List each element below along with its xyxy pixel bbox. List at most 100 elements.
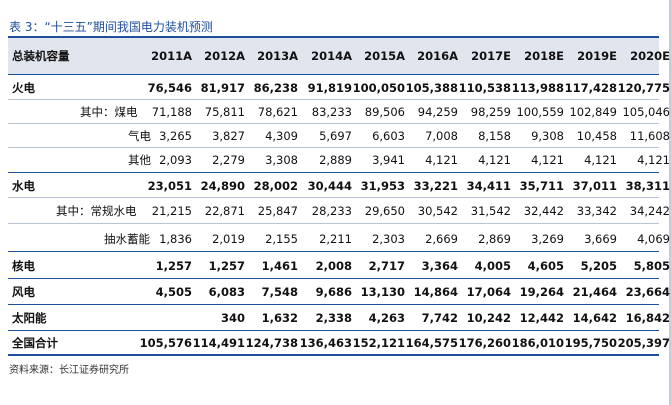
table-row: 火电 76,546 81,917 86,238 91,819 100,050 1… <box>8 76 670 99</box>
table-cell: 14,864 <box>413 284 458 299</box>
table-cell: 4,309 <box>265 128 298 143</box>
row-label: 抽水蓄能 <box>104 231 150 246</box>
row-divider <box>8 99 659 100</box>
row-label: 其他 <box>128 152 151 167</box>
table-cell: 186,010 <box>511 335 564 350</box>
table-cell: 76,546 <box>147 80 192 95</box>
table-cell: 1,461 <box>261 258 298 273</box>
table-cell: 2,889 <box>319 152 352 167</box>
table-cell: 7,548 <box>261 284 298 299</box>
table-title: 表 3：“十三五”期间我国电力装机预测 <box>9 20 213 34</box>
table-cell: 89,506 <box>364 104 405 119</box>
table-cell: 2,869 <box>478 231 511 246</box>
table-cell: 24,890 <box>200 178 245 193</box>
table-cell: 4,121 <box>637 152 670 167</box>
table-cell: 2,669 <box>425 231 458 246</box>
table-cell: 5,805 <box>633 258 670 273</box>
table-row: 气电 3,265 3,827 4,309 5,697 6,603 7,008 8… <box>8 124 670 147</box>
table-cell: 16,842 <box>625 310 670 325</box>
row-divider <box>8 123 659 124</box>
table-cell: 195,750 <box>564 335 617 350</box>
table-cell: 37,011 <box>572 178 617 193</box>
header-year-2020: 2020E <box>630 48 670 63</box>
table-cell: 13,130 <box>360 284 405 299</box>
header-year-2014: 2014A <box>311 48 352 63</box>
table-cell: 30,542 <box>417 203 458 218</box>
table-cell: 110,538 <box>458 80 511 95</box>
row-label: 其中：常规水电 <box>56 203 137 218</box>
table-cell: 4,505 <box>155 284 192 299</box>
table-cell: 33,342 <box>576 203 617 218</box>
header-year-2019: 2019E <box>577 48 617 63</box>
table-cell: 4,263 <box>368 310 405 325</box>
table-cell: 17,064 <box>466 284 511 299</box>
row-label: 水电 <box>12 178 35 193</box>
table-cell: 100,559 <box>516 104 564 119</box>
table-cell: 28,002 <box>253 178 298 193</box>
table-cell: 86,238 <box>253 80 298 95</box>
table-cell: 3,265 <box>159 128 192 143</box>
table-cell: 102,849 <box>569 104 617 119</box>
table-cell: 3,364 <box>421 258 458 273</box>
header-year-2015: 2015A <box>364 48 405 63</box>
table-cell: 71,188 <box>151 104 192 119</box>
table-row: 水电 23,051 24,890 28,002 30,444 31,953 33… <box>8 174 670 197</box>
table-cell: 34,242 <box>629 203 670 218</box>
table-header-row: 总装机容量 2011A 2012A 2013A 2014A 2015A 2016… <box>8 44 670 67</box>
table-cell: 4,121 <box>478 152 511 167</box>
table-cell: 4,605 <box>527 258 564 273</box>
source-note: 资料来源：长江证券研究所 <box>9 365 129 376</box>
table-cell: 12,442 <box>519 310 564 325</box>
row-label: 太阳能 <box>12 310 47 325</box>
header-year-2017: 2017E <box>471 48 511 63</box>
table-bottom-rule <box>8 354 659 356</box>
table-cell: 2,717 <box>368 258 405 273</box>
table-cell: 33,221 <box>413 178 458 193</box>
header-bottom-rule <box>8 74 659 75</box>
table-cell: 8,158 <box>478 128 511 143</box>
table-cell: 1,257 <box>208 258 245 273</box>
table-cell: 3,669 <box>584 231 617 246</box>
header-year-2012: 2012A <box>204 48 245 63</box>
table-header-band <box>8 38 659 74</box>
table-cell: 4,121 <box>425 152 458 167</box>
table-cell: 91,819 <box>307 80 352 95</box>
table-cell: 5,697 <box>319 128 352 143</box>
table-cell: 10,458 <box>576 128 617 143</box>
row-divider <box>8 223 659 224</box>
table-cell: 31,542 <box>470 203 511 218</box>
table-cell: 5,205 <box>580 258 617 273</box>
header-year-2011: 2011A <box>151 48 192 63</box>
header-year-2018: 2018E <box>524 48 564 63</box>
table-cell: 29,650 <box>364 203 405 218</box>
row-label: 其中：煤电 <box>80 104 138 119</box>
table-cell: 6,603 <box>372 128 405 143</box>
section-divider <box>8 251 659 252</box>
table-cell: 31,953 <box>360 178 405 193</box>
table-cell: 164,575 <box>405 335 458 350</box>
table-cell: 7,008 <box>425 128 458 143</box>
header-year-2013: 2013A <box>257 48 298 63</box>
table-cell: 98,259 <box>470 104 511 119</box>
row-label: 火电 <box>12 80 35 95</box>
table-cell: 105,388 <box>405 80 458 95</box>
table-cell: 100,050 <box>352 80 405 95</box>
table-cell: 2,338 <box>315 310 352 325</box>
section-divider <box>8 330 659 331</box>
row-label: 气电 <box>128 128 151 143</box>
table-cell: 22,871 <box>204 203 245 218</box>
header-label: 总装机容量 <box>12 48 70 63</box>
table-cell: 2,008 <box>315 258 352 273</box>
table-row: 太阳能 340 1,632 2,338 4,263 7,742 10,242 1… <box>8 306 670 329</box>
table-cell: 105,046 <box>622 104 670 119</box>
table-cell: 120,775 <box>617 80 670 95</box>
table-cell: 14,642 <box>572 310 617 325</box>
table-cell: 2,303 <box>372 231 405 246</box>
table-cell: 114,491 <box>192 335 245 350</box>
table-cell: 1,632 <box>261 310 298 325</box>
table-row: 抽水蓄能 1,836 2,019 2,155 2,211 2,303 2,669… <box>8 227 670 250</box>
table-cell: 19,264 <box>519 284 564 299</box>
table-cell: 35,711 <box>519 178 564 193</box>
table-cell: 3,827 <box>212 128 245 143</box>
table-cell: 3,308 <box>265 152 298 167</box>
